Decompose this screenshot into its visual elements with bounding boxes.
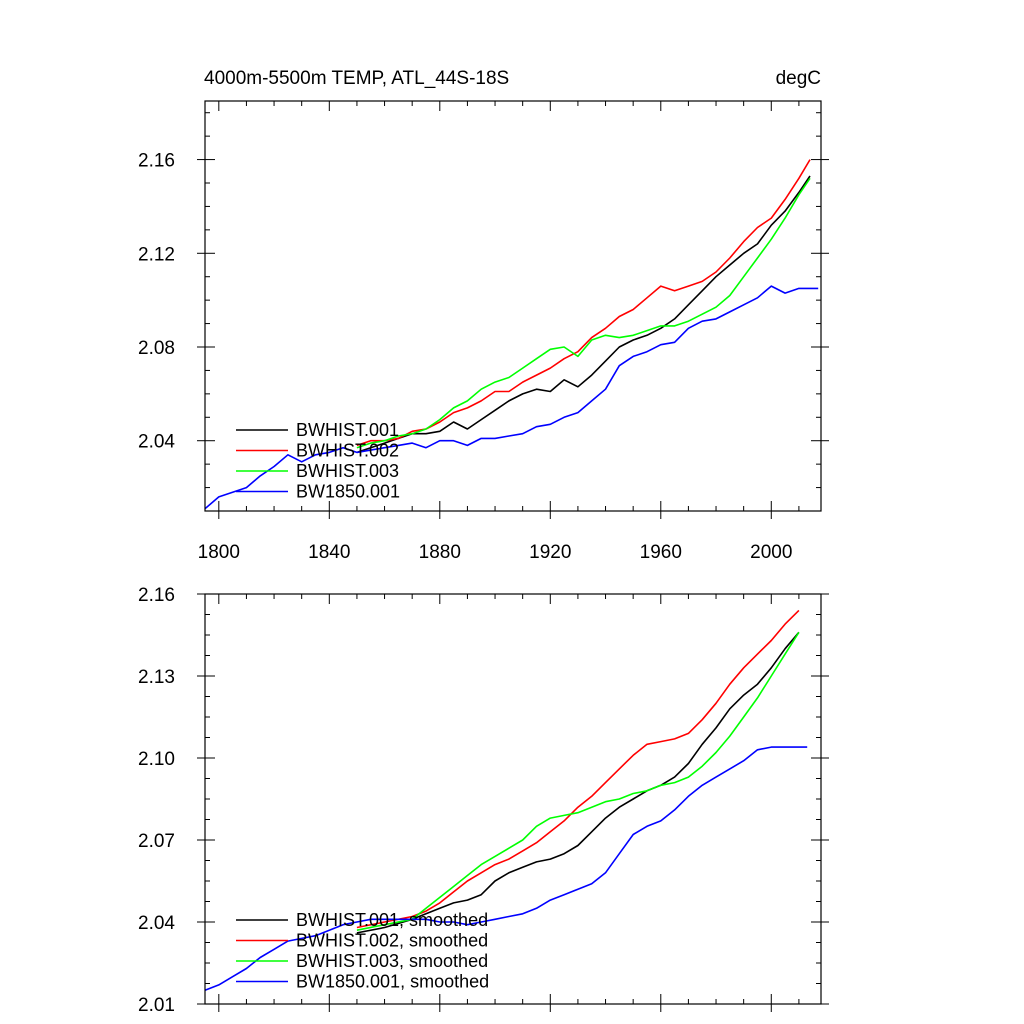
y-tick-label: 2.13 [138,667,175,688]
bottom-panel-tick-labels: 2.01 2.04 2.07 2.10 2.13 2.16 [138,585,175,1016]
series-line [356,631,800,934]
bottom-panel-series [204,609,808,992]
bottom-panel: 2.01 2.04 2.07 2.10 2.13 2.16 BWHIST.001, smo… [138,585,829,1016]
top-panel-tick-labels: 1800 1840 1880 1920 1960 2000 2.04 2.08 2.12 2.16 [138,151,792,563]
y-tick-label: 2.07 [138,831,175,852]
legend-label: BWHIST.003, smoothed [296,951,488,971]
y-tick-label: 2.08 [138,338,175,359]
series-line [204,285,819,510]
series-line [204,746,808,992]
series-line [356,175,811,454]
bottom-panel-frame [204,593,822,1005]
legend-label: BWHIST.001, smoothed [296,910,488,930]
legend-label: BWHIST.003 [296,461,399,481]
legend-label: BWHIST.002, smoothed [296,931,488,951]
series-line [356,631,800,931]
top-panel-title: 4000m-5500m TEMP, ATL_44S-18S [204,68,509,89]
series-line [356,609,800,929]
series-line [356,159,811,447]
y-tick-label: 2.10 [138,749,175,770]
y-tick-label: 2.04 [138,913,175,934]
x-tick-label: 1880 [419,542,461,563]
bottom-panel-ticks [197,593,829,1012]
top-panel-units: degC [776,68,821,89]
top-panel-ticks [197,101,829,519]
legend-label: BWHIST.002 [296,441,399,461]
legend-label: BWHIST.001 [296,420,399,440]
y-tick-label: 2.16 [138,585,175,606]
y-tick-label: 2.12 [138,244,175,265]
top-panel: 4000m-5500m TEMP, ATL_44S-18S degC 1800 1… [138,68,829,563]
x-tick-label: 1920 [529,542,571,563]
y-tick-label: 2.16 [138,151,175,172]
x-tick-label: 1840 [308,542,350,563]
legend-label: BW1850.001 [296,482,400,502]
top-panel-frame [204,100,822,512]
x-tick-label: 2000 [750,542,792,563]
x-tick-label: 1960 [640,542,682,563]
x-tick-label: 1800 [198,542,240,563]
y-tick-label: 2.01 [138,995,175,1016]
legend-label: BW1850.001, smoothed [296,972,489,992]
top-panel-series [204,159,819,510]
series-line [356,177,811,449]
y-tick-label: 2.04 [138,432,175,453]
